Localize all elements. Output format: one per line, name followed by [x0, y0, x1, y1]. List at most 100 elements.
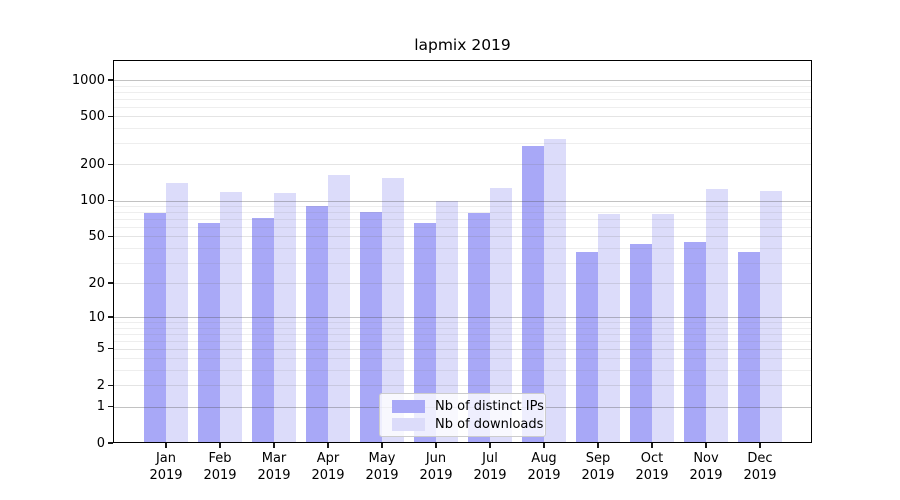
- y-tick-label-1: 1: [96, 399, 105, 415]
- bar-downloads-jan: [166, 183, 188, 443]
- minor-gridline-800: [114, 91, 811, 93]
- bar-downloads-feb: [220, 191, 242, 443]
- x-tick-year: 2019: [419, 468, 453, 483]
- x-tick-month: Apr: [316, 451, 340, 466]
- x-tick-label-sep: Sep 2019: [568, 450, 628, 484]
- x-tick-month: Jun: [425, 451, 447, 466]
- bar-distinct-ips-aug: [522, 145, 544, 443]
- minor-gridline-700: [114, 98, 811, 100]
- x-tick-month: Oct: [640, 451, 664, 466]
- minor-gridline-300: [114, 143, 811, 145]
- bar-distinct-ips-jan: [144, 213, 166, 443]
- gridline-20: [114, 283, 811, 285]
- x-tick-month: Jul: [482, 451, 498, 466]
- x-tick-year: 2019: [635, 468, 669, 483]
- y-tick-mark-5: [108, 348, 113, 350]
- bar-downloads-aug: [544, 138, 566, 443]
- x-tick-month: Feb: [208, 451, 232, 466]
- x-tick-label-nov: Nov 2019: [676, 450, 736, 484]
- bar-downloads-dec: [760, 191, 782, 443]
- x-tick-label-feb: Feb 2019: [190, 450, 250, 484]
- y-tick-label-50: 50: [88, 228, 105, 244]
- gridline-10: [114, 317, 811, 319]
- bar-distinct-ips-oct: [630, 244, 652, 443]
- legend-item-distinct-ips: Nb of distinct IPs: [392, 399, 545, 414]
- minor-gridline-40: [114, 247, 811, 249]
- bar-distinct-ips-jul: [468, 212, 490, 443]
- y-tick-label-10: 10: [88, 309, 105, 325]
- bar-downloads-apr: [328, 175, 350, 443]
- minor-gridline-30: [114, 262, 811, 264]
- y-tick-label-5: 5: [96, 341, 105, 357]
- x-tick-label-oct: Oct 2019: [622, 450, 682, 484]
- y-tick-mark-100: [108, 199, 113, 202]
- x-tick-mark-apr: [327, 443, 329, 448]
- x-tick-mark-feb: [219, 443, 221, 448]
- x-tick-mark-jun: [435, 443, 437, 448]
- y-tick-label-1000: 1000: [71, 72, 105, 88]
- gridline-50: [114, 236, 811, 238]
- bar-downloads-jul: [490, 187, 512, 443]
- y-tick-mark-2: [108, 384, 113, 386]
- y-tick-mark-50: [108, 235, 113, 238]
- bar-downloads-jun: [436, 200, 458, 443]
- x-tick-mark-sep: [597, 443, 599, 448]
- gridline-2: [114, 385, 811, 387]
- x-tick-month: Jan: [155, 451, 177, 466]
- x-tick-month: Sep: [585, 451, 611, 466]
- x-tick-label-jul: Jul 2019: [460, 450, 520, 484]
- legend-item-downloads: Nb of downloads: [392, 417, 545, 432]
- y-tick-label-100: 100: [80, 193, 105, 209]
- minor-gridline-6: [114, 340, 811, 342]
- bar-distinct-ips-may: [360, 212, 382, 443]
- bar-downloads-mar: [274, 192, 296, 443]
- x-tick-mark-nov: [705, 443, 707, 448]
- x-tick-year: 2019: [527, 468, 561, 483]
- minor-gridline-400: [114, 128, 811, 130]
- gridline-100: [114, 200, 811, 202]
- gridline-1000: [114, 80, 811, 82]
- legend-label-distinct-ips: Nb of distinct IPs: [435, 398, 544, 414]
- legend: Nb of distinct IPs Nb of downloads: [379, 393, 546, 437]
- y-tick-mark-10: [108, 316, 113, 318]
- minor-gridline-900: [114, 85, 811, 87]
- y-tick-label-500: 500: [80, 108, 105, 124]
- x-tick-mark-may: [381, 443, 383, 448]
- minor-gridline-60: [114, 227, 811, 229]
- x-tick-year: 2019: [473, 468, 507, 483]
- y-tick-label-2: 2: [96, 377, 105, 393]
- bar-downloads-nov: [706, 188, 728, 443]
- x-tick-mark-mar: [273, 443, 275, 448]
- y-tick-label-0: 0: [96, 435, 105, 451]
- bar-distinct-ips-jun: [414, 222, 436, 443]
- minor-gridline-600: [114, 106, 811, 108]
- x-tick-mark-jan: [165, 443, 167, 448]
- legend-swatch-distinct-ips: [392, 399, 425, 413]
- x-tick-year: 2019: [581, 468, 615, 483]
- y-tick-label-20: 20: [88, 275, 105, 291]
- chart-title: lapmix 2019: [414, 36, 511, 54]
- x-tick-label-jun: Jun 2019: [406, 450, 466, 484]
- gridline-200: [114, 164, 811, 166]
- minor-gridline-80: [114, 212, 811, 214]
- y-tick-mark-1: [108, 405, 113, 408]
- minor-gridline-7: [114, 333, 811, 335]
- bar-downloads-oct: [652, 214, 674, 443]
- x-tick-mark-dec: [759, 443, 761, 448]
- bar-distinct-ips-feb: [198, 222, 220, 443]
- bar-downloads-may: [382, 177, 404, 443]
- bar-distinct-ips-mar: [252, 217, 274, 443]
- y-tick-mark-20: [108, 282, 113, 284]
- y-tick-mark-1000: [108, 79, 113, 81]
- y-tick-mark-200: [108, 163, 113, 165]
- bar-distinct-ips-dec: [738, 251, 760, 443]
- legend-swatch-downloads: [392, 417, 425, 431]
- minor-gridline-70: [114, 219, 811, 221]
- minor-gridline-8: [114, 327, 811, 329]
- minor-gridline-4: [114, 358, 811, 360]
- x-tick-month: May: [368, 451, 396, 466]
- x-tick-year: 2019: [257, 468, 291, 483]
- x-tick-mark-aug: [543, 443, 545, 448]
- x-tick-month: Dec: [747, 451, 773, 466]
